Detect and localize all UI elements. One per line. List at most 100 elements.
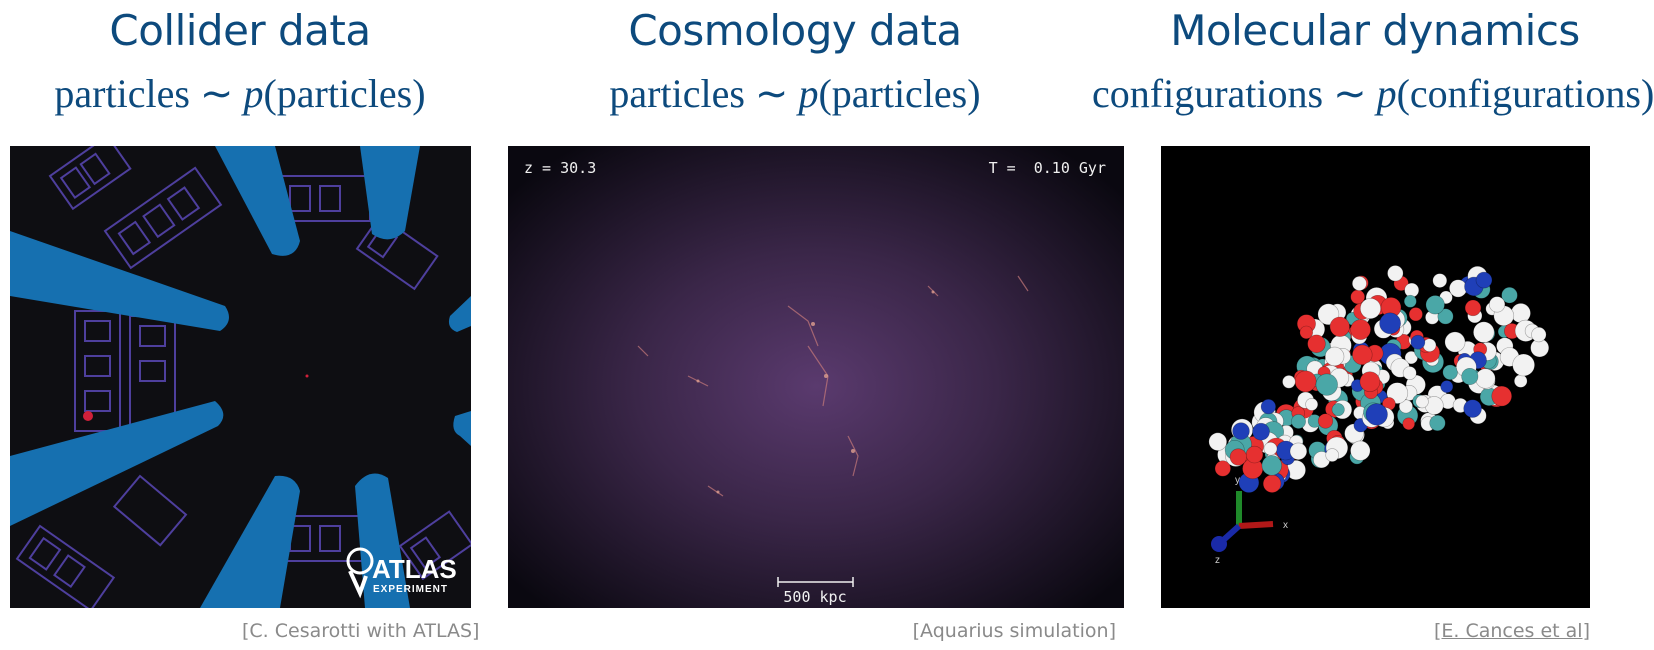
atlas-logo-text: ATLAS xyxy=(372,554,457,584)
atom xyxy=(1510,303,1531,324)
formula-lhs: particles xyxy=(54,71,190,116)
atom xyxy=(1491,385,1513,407)
atom xyxy=(1531,327,1547,343)
atom xyxy=(1402,366,1417,380)
atom xyxy=(1365,403,1388,426)
atom xyxy=(1299,325,1314,340)
collider-image: ATLAS EXPERIMENT xyxy=(10,146,471,608)
atom xyxy=(1440,380,1454,393)
atom xyxy=(1262,474,1282,493)
scale-bar: 500 kpc xyxy=(777,577,854,606)
atom xyxy=(1232,422,1250,440)
atlas-logo: ATLAS EXPERIMENT xyxy=(346,547,457,599)
atom xyxy=(1473,321,1495,343)
atom xyxy=(1294,370,1317,393)
atom xyxy=(1512,353,1535,377)
formula-rhs: (particles) xyxy=(818,71,981,116)
formula-molecular: configurations ∼ p(configurations) xyxy=(1092,70,1654,117)
atom xyxy=(1501,287,1518,304)
atom xyxy=(1461,368,1479,386)
formula-cosmology: particles ∼ p(particles) xyxy=(570,70,1020,117)
atom xyxy=(1307,334,1326,354)
formula-rhs: (configurations) xyxy=(1396,71,1654,116)
atom xyxy=(1429,414,1446,432)
atom xyxy=(1350,319,1371,340)
formula-lhs: configurations xyxy=(1092,71,1324,116)
dark-matter-field xyxy=(508,146,1124,608)
atom xyxy=(1263,441,1278,456)
atom xyxy=(1379,312,1401,335)
atom xyxy=(1350,440,1371,461)
title-collider: Collider data xyxy=(109,6,371,55)
formula-sim: ∼ xyxy=(1333,71,1367,116)
atom xyxy=(1305,397,1319,411)
atom xyxy=(1359,371,1381,392)
atom xyxy=(1331,403,1345,417)
formula-p: p xyxy=(243,71,264,116)
caption-molecular: [E. Cances et al] xyxy=(1433,620,1590,642)
molecule-image: y x z xyxy=(1161,146,1590,608)
atom xyxy=(1260,399,1276,415)
atom xyxy=(1324,346,1345,367)
atom xyxy=(1360,298,1382,320)
atom xyxy=(1463,399,1482,418)
atom xyxy=(1261,455,1283,476)
atom xyxy=(1350,289,1365,305)
atom xyxy=(1329,316,1350,337)
formula-p: p xyxy=(1376,71,1397,116)
axis-x-label: x xyxy=(1283,520,1288,531)
atom xyxy=(1352,344,1373,366)
atom xyxy=(1449,279,1468,298)
atom xyxy=(1437,308,1454,325)
formula-p: p xyxy=(798,71,819,116)
atom xyxy=(1444,331,1466,353)
title-molecular: Molecular dynamics xyxy=(1170,6,1580,55)
atom xyxy=(1387,265,1404,282)
title-cosmology: Cosmology data xyxy=(628,6,962,55)
atom xyxy=(1245,445,1264,464)
atom xyxy=(1402,417,1415,431)
atom xyxy=(1415,395,1429,409)
atom xyxy=(1442,364,1458,381)
caption-cosmology: [Aquarius simulation] xyxy=(912,620,1116,642)
formula-rhs: (particles) xyxy=(263,71,426,116)
scale-bar-label: 500 kpc xyxy=(783,588,846,606)
axis-triad: y x z xyxy=(1211,475,1288,566)
atom xyxy=(1208,432,1228,451)
atom xyxy=(1291,414,1306,429)
atom xyxy=(1403,294,1417,308)
axis-z-label: z xyxy=(1215,555,1220,566)
atom xyxy=(1475,271,1493,289)
atom xyxy=(1425,295,1445,315)
atom xyxy=(1289,442,1308,460)
atom xyxy=(1514,374,1528,388)
time-label: T = 0.10 Gyr xyxy=(989,159,1106,177)
atlas-logo-subtext: EXPERIMENT xyxy=(373,584,448,595)
formula-collider: particles ∼ p(particles) xyxy=(20,70,460,117)
particle-hit xyxy=(83,411,93,421)
atom xyxy=(1489,296,1506,313)
atom xyxy=(1408,307,1423,322)
atom xyxy=(1252,422,1270,441)
atom xyxy=(1351,276,1367,291)
axis-y-label: y xyxy=(1235,475,1240,486)
atom xyxy=(1229,448,1247,466)
redshift-label: z = 30.3 xyxy=(524,159,596,177)
formula-lhs: particles xyxy=(609,71,745,116)
protein-atoms xyxy=(1208,265,1550,493)
atom xyxy=(1315,373,1338,396)
atom xyxy=(1410,334,1426,350)
calorimeter-beams xyxy=(10,146,471,608)
atom xyxy=(1282,375,1296,389)
formula-sim: ∼ xyxy=(754,71,789,116)
atom xyxy=(1464,299,1482,317)
caption-collider: [C. Cesarotti with ATLAS] xyxy=(242,620,480,642)
atom xyxy=(1317,413,1334,429)
atom xyxy=(1398,399,1413,414)
atom xyxy=(1214,460,1231,477)
formula-sim: ∼ xyxy=(199,71,234,116)
atom xyxy=(1404,351,1418,365)
atom xyxy=(1432,273,1448,288)
cosmology-image: z = 30.3 T = 0.10 Gyr 500 kpc xyxy=(508,146,1124,608)
atom xyxy=(1475,368,1496,389)
